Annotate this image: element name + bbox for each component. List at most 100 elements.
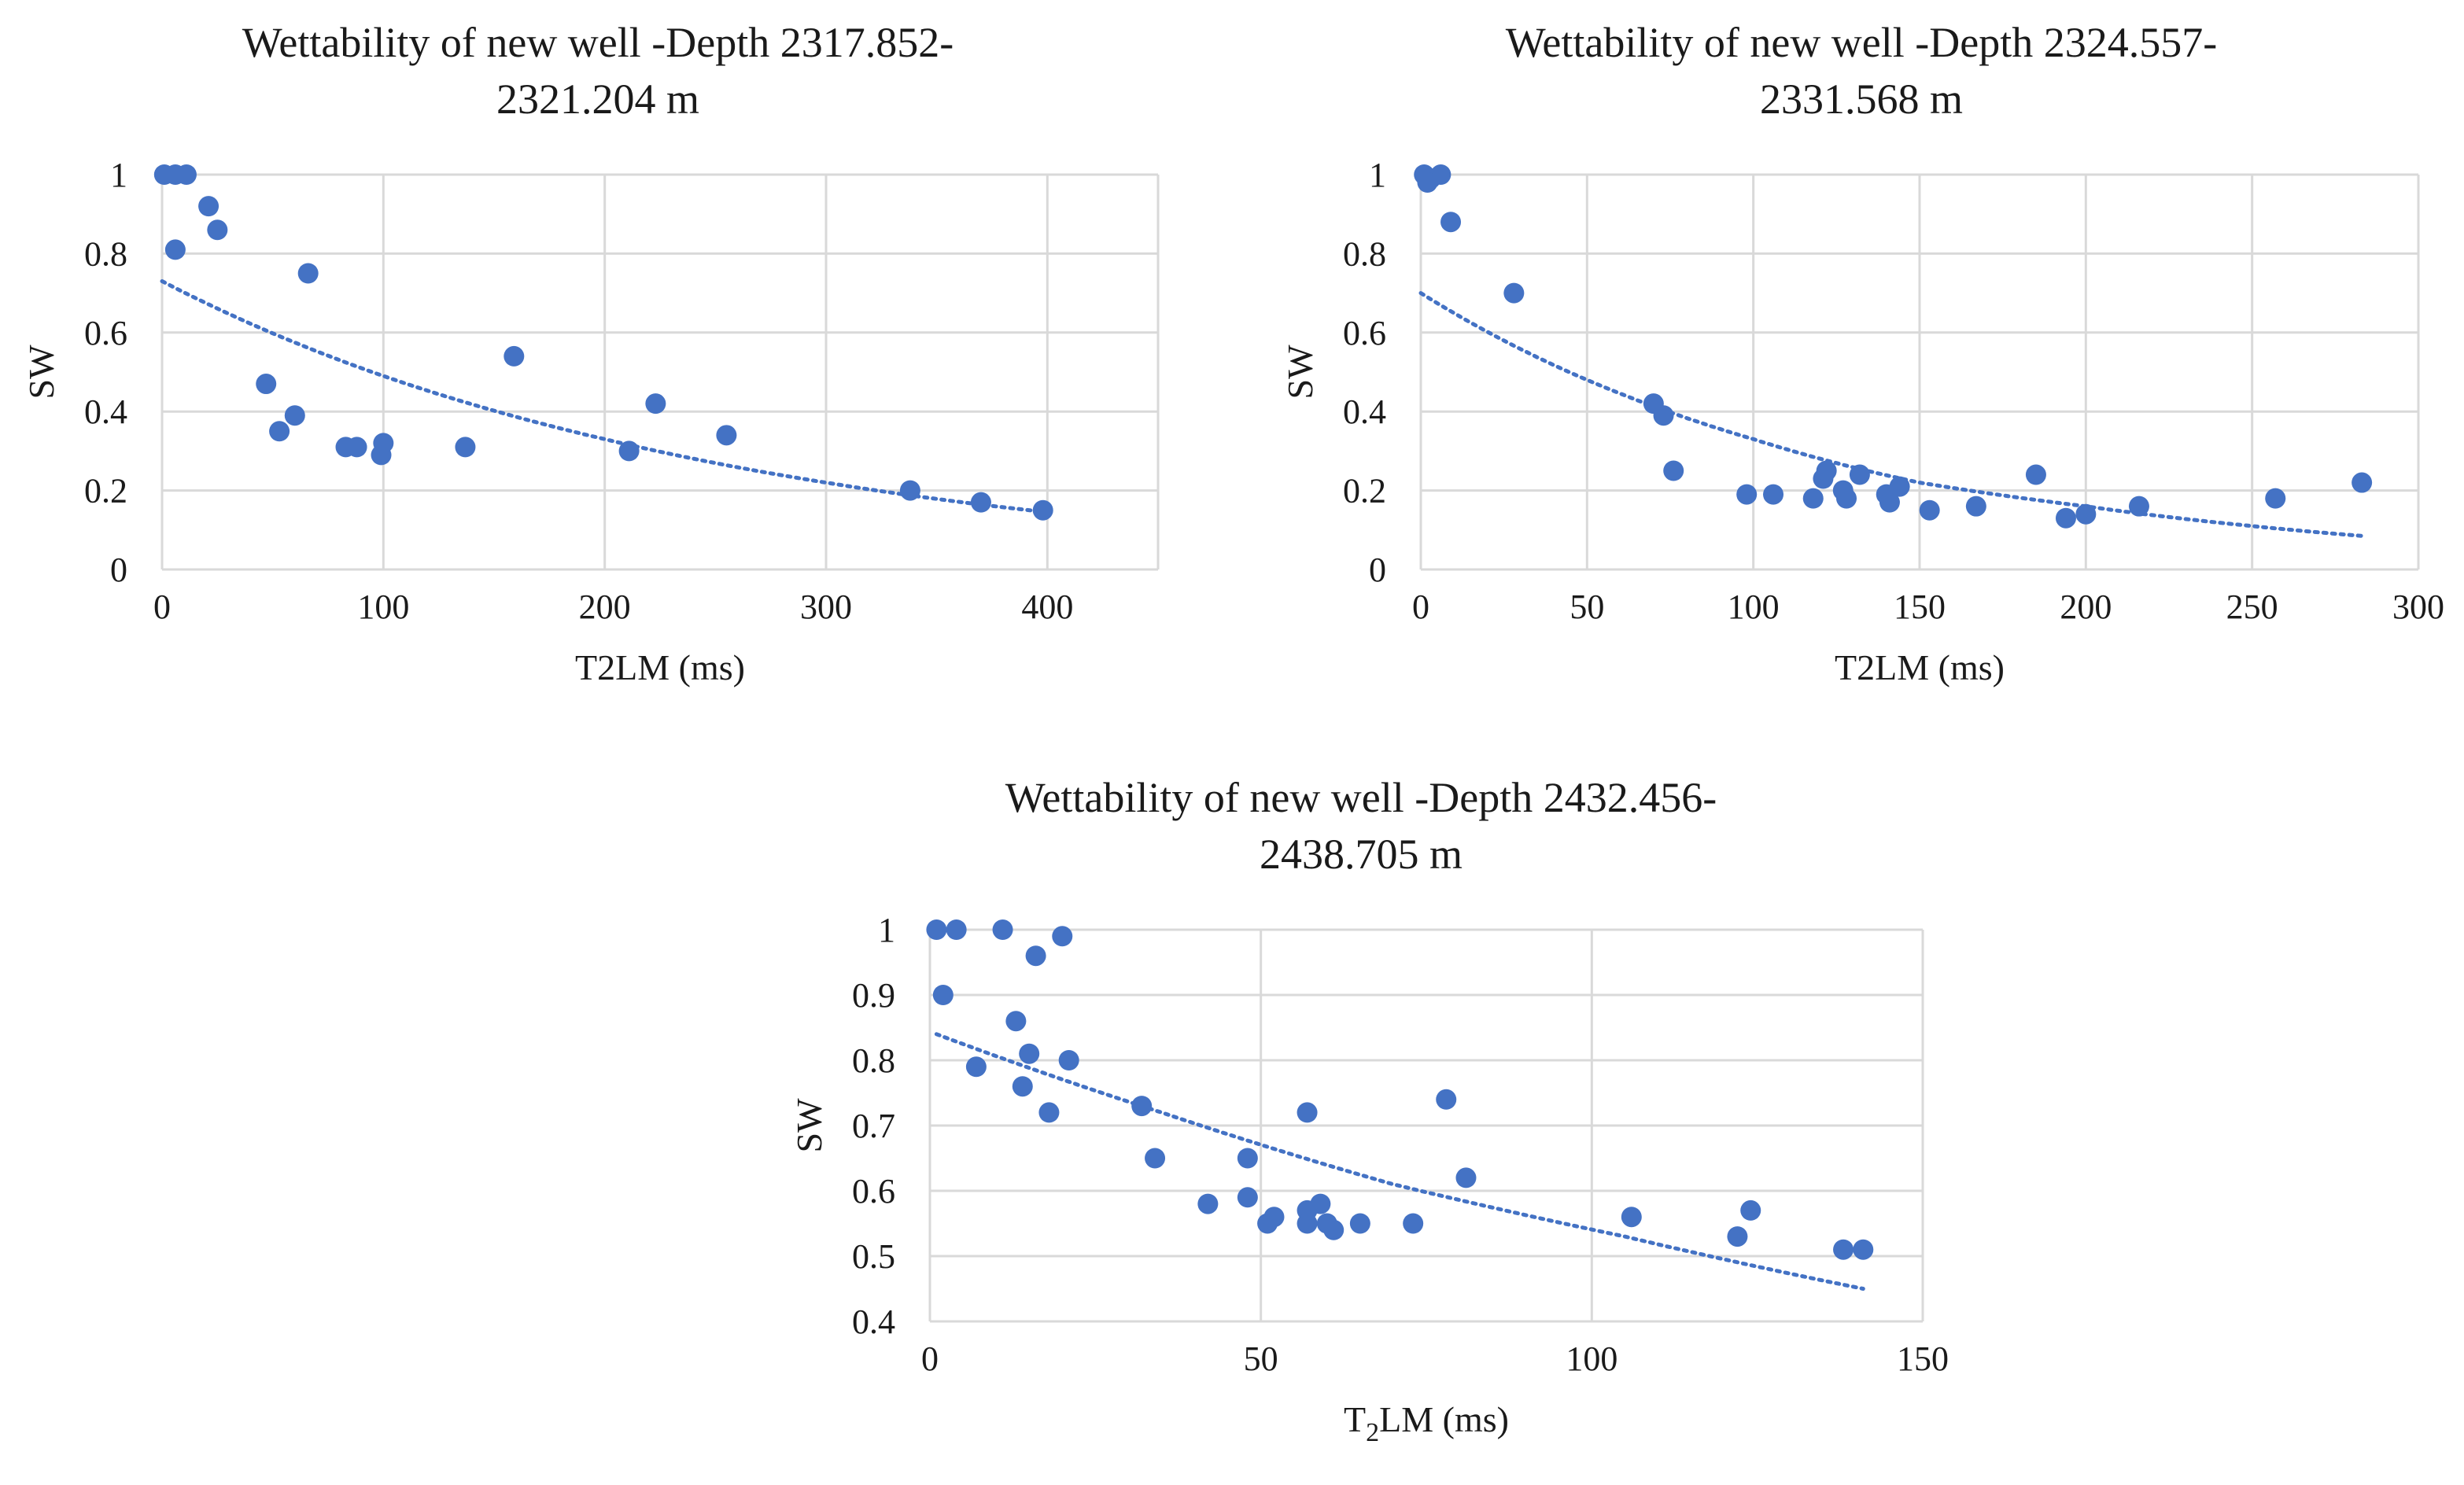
- data-point: [899, 480, 920, 501]
- data-point: [2055, 507, 2076, 529]
- data-point: [1058, 1050, 1079, 1070]
- x-axis-title: T2LM (ms): [1835, 647, 2005, 687]
- data-point: [284, 405, 305, 426]
- data-point: [1740, 1199, 1761, 1221]
- data-point: [1349, 1213, 1370, 1234]
- data-point: [1879, 492, 1900, 513]
- data-point: [1503, 282, 1525, 304]
- data-point: [1263, 1207, 1285, 1228]
- data-point: [1310, 1193, 1331, 1214]
- data-point: [1403, 1213, 1424, 1234]
- data-point: [992, 919, 1013, 940]
- data-point: [2075, 503, 2097, 525]
- x-tick-label: 0: [153, 588, 171, 626]
- x-axis-title: T2LM (ms): [575, 647, 745, 687]
- data-point: [1727, 1226, 1748, 1247]
- data-point: [269, 421, 290, 442]
- data-point: [932, 985, 954, 1005]
- data-point: [164, 239, 186, 260]
- data-point: [716, 425, 737, 446]
- data-point: [1763, 484, 1784, 505]
- x-tick-label: 150: [1894, 588, 1946, 626]
- data-point: [1816, 460, 1837, 481]
- data-point: [1032, 499, 1053, 521]
- data-point: [1297, 1102, 1318, 1123]
- y-tick-label: 0.4: [84, 392, 127, 431]
- chart-2-title: Wettability of new well -Depth 2324.557-…: [1505, 19, 2218, 123]
- x-tick-label: 0: [1412, 588, 1429, 626]
- data-point: [1919, 499, 1940, 521]
- y-tick-label: 1: [878, 911, 895, 949]
- y-tick-label: 0.4: [852, 1303, 895, 1341]
- data-point: [1297, 1213, 1318, 1234]
- exponential-trendline: [1418, 291, 2364, 538]
- data-point: [1802, 488, 1824, 509]
- data-point: [1621, 1207, 1642, 1228]
- data-point: [297, 263, 319, 284]
- data-point: [1025, 945, 1046, 967]
- data-point: [1038, 1102, 1060, 1123]
- y-tick-label: 0.5: [852, 1237, 895, 1276]
- data-point: [1833, 1239, 1854, 1260]
- x-tick-label: 200: [579, 588, 631, 626]
- data-point: [1849, 464, 1870, 485]
- data-point: [175, 164, 197, 185]
- x-tick-label: 0: [921, 1339, 939, 1378]
- y-tick-label: 0: [110, 551, 127, 589]
- data-point: [1965, 496, 1986, 517]
- data-point: [2128, 496, 2149, 517]
- data-point: [1736, 484, 1758, 505]
- data-point: [1052, 926, 1073, 947]
- data-point: [1653, 405, 1674, 426]
- y-tick-label: 0.8: [1343, 234, 1386, 273]
- data-point: [1853, 1239, 1874, 1260]
- data-point: [1889, 476, 1910, 497]
- data-point: [1131, 1096, 1153, 1117]
- y-tick-label: 0.6: [852, 1172, 895, 1210]
- y-tick-label: 0.6: [84, 314, 127, 352]
- x-tick-label: 150: [1897, 1339, 1949, 1378]
- data-point: [1417, 172, 1438, 193]
- chart-3-title: Wettability of new well -Depth 2432.456-…: [1005, 774, 1717, 878]
- x-tick-label: 300: [800, 588, 852, 626]
- data-point: [346, 437, 367, 458]
- data-point: [1237, 1187, 1258, 1208]
- data-point: [1237, 1148, 1258, 1169]
- data-point: [1019, 1043, 1040, 1064]
- x-tick-label: 50: [1244, 1339, 1278, 1378]
- data-point: [645, 393, 666, 415]
- data-point: [1836, 488, 1857, 509]
- y-tick-label: 0.8: [84, 234, 127, 273]
- data-point: [373, 433, 394, 454]
- data-point: [198, 196, 219, 217]
- y-axis-title: SW: [1280, 345, 1320, 400]
- data-point: [1197, 1193, 1219, 1214]
- data-point: [965, 1056, 987, 1078]
- data-point: [1436, 1089, 1457, 1110]
- data-point: [1005, 1011, 1027, 1032]
- data-point: [2351, 472, 2373, 493]
- data-point: [2265, 488, 2286, 509]
- data-point: [926, 919, 947, 940]
- data-point: [207, 219, 228, 241]
- chart-1-plot: 0 100 200 300 400 0 0.2 0.4 0.6 0.8 1 T2LM (ms) SW: [21, 156, 1160, 687]
- y-axis-title: SW: [789, 1098, 829, 1153]
- chart-2-plot: 0 50 100 150 200 250 300 0 0.2 0.4 0.6 0.8 1 T2LM (ms…: [1280, 156, 2444, 687]
- y-tick-label: 0.9: [852, 976, 895, 1015]
- y-tick-label: 0.2: [1343, 472, 1386, 510]
- y-tick-label: 0.6: [1343, 314, 1386, 352]
- y-tick-label: 0.8: [852, 1041, 895, 1080]
- data-point: [1145, 1148, 1166, 1169]
- chart-1-title: Wettability of new well -Depth 2317.852-…: [242, 19, 954, 123]
- chart-2: Wettability of new well -Depth 2324.557-…: [1259, 0, 2464, 708]
- y-tick-label: 1: [1369, 156, 1386, 194]
- y-tick-label: 0.4: [1343, 392, 1386, 431]
- x-tick-label: 400: [1021, 588, 1073, 626]
- data-point: [2025, 464, 2046, 485]
- data-point: [618, 440, 640, 462]
- x-tick-label: 100: [357, 588, 409, 626]
- chart-3: Wettability of new well -Depth 2432.456-…: [755, 755, 1967, 1485]
- x-tick-label: 100: [1566, 1339, 1617, 1378]
- data-point: [256, 374, 277, 395]
- chart-1: Wettability of new well -Depth 2317.852-…: [0, 0, 1196, 708]
